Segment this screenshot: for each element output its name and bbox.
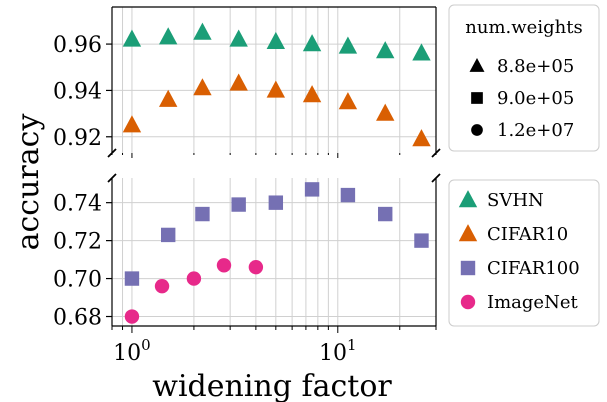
axis-break-mark [107,173,117,183]
point-cifar100 [378,206,393,222]
point-cifar10 [266,80,286,98]
point-cifar100 [268,195,284,210]
point-imagenet [124,309,140,324]
point-imagenet [186,271,202,286]
legend-num-weights-title: num.weights [465,17,582,38]
legend-svhn-marker [458,190,478,208]
legend-num-weights-label: 1.2e+07 [497,120,574,141]
point-cifar100 [160,227,176,243]
point-cifar100 [124,271,140,286]
legend-datasets-box [448,179,600,327]
legend-circle-marker [471,124,483,136]
marks-layer [122,22,431,324]
legend-cifar100-marker [460,260,476,276]
top-y-tick-label: 0.96 [53,33,102,58]
bottom-y-tick-label: 0.68 [53,306,102,331]
bottom-y-tick-label: 0.70 [53,268,102,293]
point-svhn [266,31,286,49]
point-cifar100 [304,182,320,197]
point-svhn [376,41,395,59]
point-svhn [158,27,178,45]
point-svhn [229,29,248,47]
frame-layer [107,6,441,327]
legend-cifar100-label: CIFAR100 [487,258,580,279]
point-imagenet [216,258,232,273]
legend-imagenet-label: ImageNet [487,292,578,313]
bottom-y-tick-label: 0.74 [53,192,102,217]
legend-imagenet-marker [460,294,476,310]
legend-square-marker [471,92,483,104]
legend-num-weights: num.weights 8.8e+05 9.0e+05 1.2e+07 [448,4,600,152]
legend-cifar10-label: CIFAR10 [487,224,568,245]
bottom-y-tick-label: 0.72 [53,230,102,255]
point-imagenet [248,259,264,275]
legend-cifar10-marker [458,224,478,242]
point-svhn [302,34,322,52]
x-tick-label: 100 [113,336,151,366]
point-cifar10 [122,115,142,133]
point-cifar10 [412,129,431,147]
legend-datasets: SVHN CIFAR10 CIFAR100 ImageNet [448,179,600,327]
point-cifar100 [195,206,210,222]
point-svhn [193,22,212,40]
point-cifar100 [231,197,246,212]
point-svhn [412,43,431,61]
point-cifar100 [340,187,356,203]
point-cifar10 [338,92,358,110]
point-cifar100 [414,233,429,248]
axis-break-mark [431,173,441,183]
x-tick-label: 101 [319,336,357,366]
top-y-tick-label: 0.94 [53,79,102,104]
x-axis-title: widening factor [152,369,392,402]
point-cifar10 [302,85,322,103]
y-axis-title: accuracy [11,114,46,251]
ticks-layer: 0.92 0.94 0.96 0.68 0.70 0.72 0.74 100 101 [53,33,437,366]
point-svhn [122,29,142,47]
point-cifar10 [229,73,248,91]
point-cifar10 [193,78,212,96]
top-y-tick-label: 0.92 [53,126,102,151]
point-cifar10 [158,89,178,107]
point-imagenet [154,278,170,294]
point-cifar10 [376,103,395,121]
legend-triangle-marker [469,57,485,72]
legend-svhn-label: SVHN [487,190,544,211]
point-svhn [338,36,358,54]
legend-num-weights-label: 9.0e+05 [497,88,574,109]
legend-num-weights-label: 8.8e+05 [497,56,574,77]
legend-num-weights-box [448,4,600,152]
